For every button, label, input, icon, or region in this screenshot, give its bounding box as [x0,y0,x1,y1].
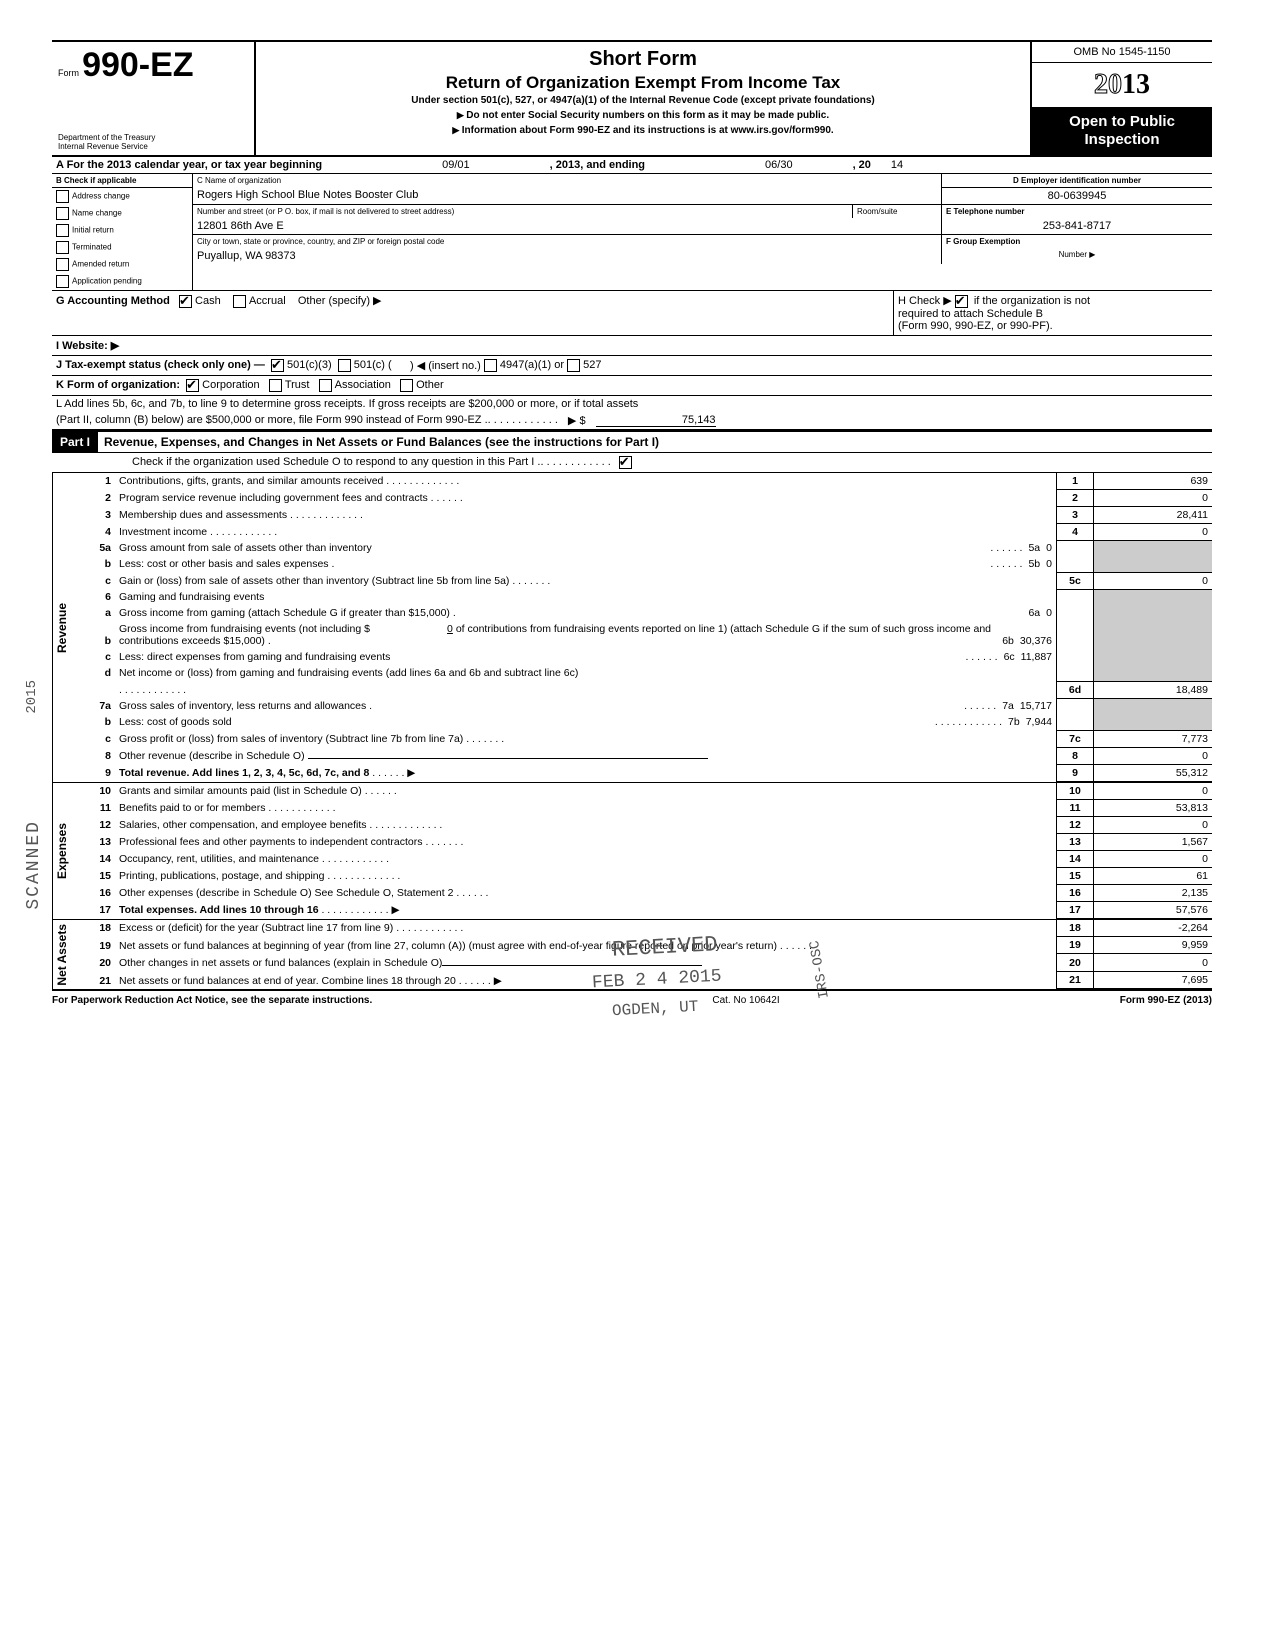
header-right: OMB No 1545-1150 2013 Open to Public Ins… [1032,42,1212,155]
entity-block: B Check if applicable Address change Nam… [52,174,1212,291]
c-addr-label: Number and street (or P O. box, if mail … [193,205,852,218]
form-number: 990-EZ [82,46,194,84]
e-phone: 253-841-8717 [942,218,1212,234]
year-suffix: 13 [1122,69,1150,100]
line-a-end-year: 14 [891,159,903,171]
irs-label: Internal Revenue Service [58,142,248,151]
expenses-section: Expenses 10Grants and similar amounts pa… [52,783,1212,920]
subtitle: Under section 501(c), 527, or 4947(a)(1)… [264,95,1022,106]
stamp-year: 2015 [24,680,40,714]
d-ein: 80-0639945 [942,188,1212,204]
cb-address-change[interactable]: Address change [52,188,192,205]
f-number: Number ▶ [942,248,1212,261]
part1-check-text: Check if the organization used Schedule … [132,456,540,469]
cb-other-org[interactable] [400,379,413,392]
form-990ez: Form 990-EZ Department of the Treasury I… [52,40,1212,1006]
row-l: L Add lines 5b, 6c, and 7b, to line 9 to… [52,396,1212,431]
stamp-scanned: SCANNED [24,820,44,910]
row-j: J Tax-exempt status (check only one) — 5… [52,356,1212,376]
f-label: F Group Exemption [942,235,1212,248]
col-b-header: B Check if applicable [52,174,192,188]
part1-title: Revenue, Expenses, and Changes in Net As… [98,432,665,452]
expenses-table: 10Grants and similar amounts paid (list … [71,783,1212,919]
cb-schedule-o[interactable] [619,456,632,469]
footer-right: Form 990-EZ (2013) [1120,995,1212,1006]
c-name-label: C Name of organization [193,174,941,187]
header-center: Short Form Return of Organization Exempt… [256,42,1032,155]
tax-year: 2013 [1032,63,1212,107]
form-header: Form 990-EZ Department of the Treasury I… [52,40,1212,157]
cb-name-change[interactable]: Name change [52,205,192,222]
l-text2: (Part II, column (B) below) are $500,000… [56,414,488,427]
k-label: K Form of organization: [56,379,180,392]
j-label: J Tax-exempt status (check only one) — [56,359,265,372]
c-city-label: City or town, state or province, country… [193,235,941,248]
cb-cash[interactable] [179,295,192,308]
ssn-warning: Do not enter Social Security numbers on … [264,110,1022,121]
d-label: D Employer identification number [942,174,1212,188]
line-a-mid: , 2013, and ending [550,159,645,171]
title-main: Return of Organization Exempt From Incom… [264,73,1022,93]
cb-corporation[interactable] [186,379,199,392]
footer-left: For Paperwork Reduction Act Notice, see … [52,995,372,1006]
expenses-label: Expenses [52,783,71,919]
h-box: H Check ▶ if the organization is not req… [894,291,1212,335]
cb-initial-return[interactable]: Initial return [52,222,192,239]
col-c: C Name of organization Rogers High Schoo… [193,174,1212,290]
row-k: K Form of organization: Corporation Trus… [52,376,1212,396]
netassets-label: Net Assets [52,920,71,990]
open-line2: Inspection [1036,131,1208,149]
cb-association[interactable] [319,379,332,392]
g-label: G Accounting Method [56,295,170,307]
part1-header-row: Part I Revenue, Expenses, and Changes in… [52,431,1212,453]
dept-block: Department of the Treasury Internal Reve… [58,133,248,151]
line-a-yprefix: , 20 [853,159,871,171]
cb-trust[interactable] [269,379,282,392]
cb-application-pending[interactable]: Application pending [52,273,192,290]
line-a: A For the 2013 calendar year, or tax yea… [52,157,1212,174]
netassets-section: Net Assets 18Excess or (deficit) for the… [52,920,1212,992]
line-a-prefix: A For the 2013 calendar year, or tax yea… [56,159,322,171]
c-city: Puyallup, WA 98373 [193,248,941,264]
l-arrow: ▶ $ [568,414,586,427]
revenue-label: Revenue [52,473,71,782]
g-other: Other (specify) ▶ [298,295,382,307]
omb-number: OMB No 1545-1150 [1032,42,1212,63]
netassets-table: 18Excess or (deficit) for the year (Subt… [71,920,1212,990]
open-to-public: Open to Public Inspection [1032,107,1212,155]
open-line1: Open to Public [1036,113,1208,131]
part1-label: Part I [52,432,98,452]
footer: For Paperwork Reduction Act Notice, see … [52,991,1212,1006]
year-prefix: 20 [1094,69,1122,100]
c-org-name: Rogers High School Blue Notes Booster Cl… [193,187,941,203]
cb-terminated[interactable]: Terminated [52,239,192,256]
cb-501c[interactable] [338,359,351,372]
c-room-label: Room/suite [852,205,941,218]
cb-h[interactable] [955,295,968,308]
line-a-begin: 09/01 [442,159,470,171]
title-short: Short Form [264,48,1022,71]
cb-527[interactable] [567,359,580,372]
revenue-table: 1Contributions, gifts, grants, and simil… [71,473,1212,782]
e-label: E Telephone number [942,205,1212,218]
c-street: 12801 86th Ave E [193,218,941,234]
cb-accrual[interactable] [233,295,246,308]
dept-treasury: Department of the Treasury [58,133,248,142]
row-g-h: G Accounting Method Cash Accrual Other (… [52,291,1212,336]
info-line: Information about Form 990-EZ and its in… [264,125,1022,136]
cb-501c3[interactable] [271,359,284,372]
form-label-prefix: Form [58,68,79,78]
line-a-end-month: 06/30 [765,159,793,171]
col-b: B Check if applicable Address change Nam… [52,174,193,290]
footer-mid: Cat. No 10642I [712,995,779,1006]
i-label: I Website: ▶ [56,339,119,352]
cb-amended-return[interactable]: Amended return [52,256,192,273]
l-value: 75,143 [596,414,716,427]
l-text1: L Add lines 5b, 6c, and 7b, to line 9 to… [52,396,1212,412]
revenue-section: Revenue 1Contributions, gifts, grants, a… [52,473,1212,783]
part1-check-row: Check if the organization used Schedule … [52,453,1212,473]
header-left: Form 990-EZ Department of the Treasury I… [52,42,256,155]
cb-4947[interactable] [484,359,497,372]
row-i: I Website: ▶ [52,336,1212,356]
